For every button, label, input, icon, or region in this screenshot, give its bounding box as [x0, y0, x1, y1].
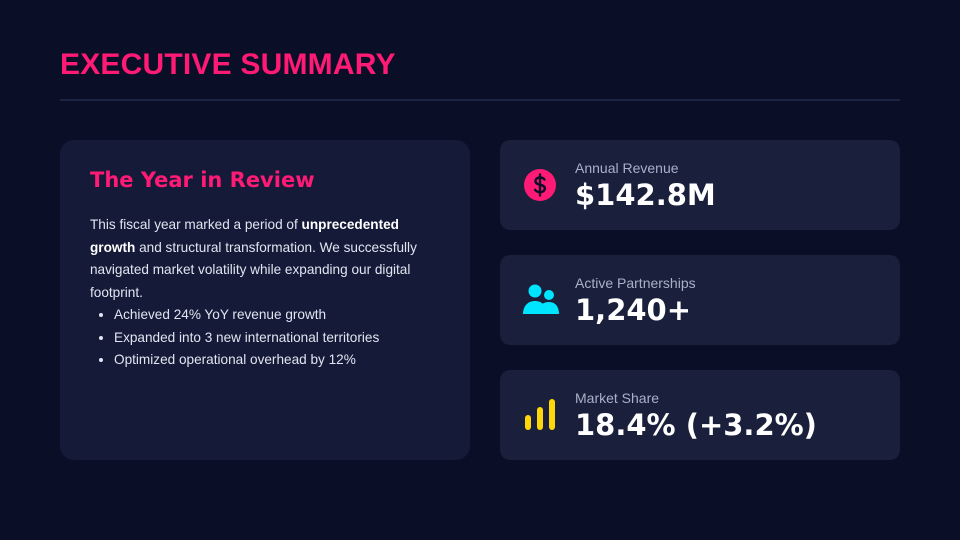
- bold-text: unprecedented growth: [90, 217, 399, 255]
- dollar-icon: [524, 169, 556, 201]
- metric-card: Active Partnerships 1,240+: [500, 255, 900, 345]
- metric-label: Market Share: [575, 390, 660, 406]
- text: This fiscal year marked a period of: [90, 217, 302, 232]
- paragraph: This fiscal year marked a period of unpr…: [90, 214, 440, 304]
- metric-label: Annual Revenue: [575, 160, 679, 176]
- metric-card: Market Share 18.4% (+3.2%): [500, 370, 900, 460]
- bars-icon: [525, 399, 555, 430]
- bullet: Optimized operational overhead by 12%: [114, 349, 440, 372]
- slide-title: EXECUTIVE SUMMARY: [60, 48, 396, 81]
- review-card: The Year in Review This fiscal year mark…: [60, 140, 470, 460]
- people-icon: [523, 284, 559, 314]
- divider: [60, 99, 900, 101]
- metric-value: 1,240+: [575, 293, 692, 327]
- metric-card: Annual Revenue $142.8M: [500, 140, 900, 230]
- bullet: Expanded into 3 new international territ…: [114, 327, 440, 350]
- text: and structural transformation. We succes…: [90, 239, 417, 300]
- bullet: Achieved 24% YoY revenue growth: [114, 304, 440, 327]
- metric-value: 18.4% (+3.2%): [575, 408, 817, 442]
- metric-value: $142.8M: [575, 178, 716, 212]
- card-title: The Year in Review: [90, 168, 315, 192]
- metric-label: Active Partnerships: [575, 275, 696, 291]
- bullet-list: Achieved 24% YoY revenue growthExpanded …: [90, 304, 440, 372]
